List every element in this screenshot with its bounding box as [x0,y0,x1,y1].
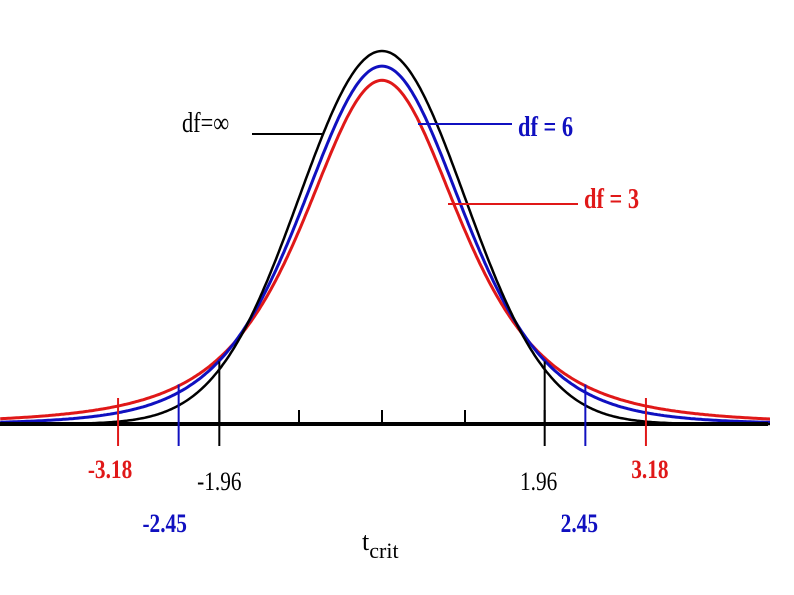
critical-label--2_45: -2.45 [142,510,186,538]
x-axis-label-sub: crit [369,538,398,563]
right-margin-band [770,0,794,595]
tick-marks [218,410,546,424]
legend-label-df-3: df = 3 [584,184,639,215]
legend-label-df-inf: df=∞ [182,108,229,139]
t-distribution-chart: -3.18-2.45-1.96 1.962.453.18 df=∞ df = 6df… [0,49,770,563]
curves-layer [0,49,770,426]
series-line-df-inf [0,49,770,426]
legend: df=∞ df = 6 df = 3 [182,108,639,215]
critical-label-1_96: 1.96 [520,468,557,496]
critical-label--1_96: -1.96 [197,468,241,496]
critical-label-3_18: 3.18 [631,456,668,484]
critical-label-2_45: 2.45 [561,510,598,538]
critical-value-markers: -3.18 -2.45 -1.96 1.962.45 3.18 [88,361,669,539]
critical-label--3_18: -3.18 [88,456,132,484]
series-line-df-3 [0,78,770,421]
x-axis-label-main: t [362,527,370,556]
legend-label-df-6: df = 6 [518,112,573,143]
x-axis-label: tcrit [362,527,399,563]
series-line-df-6 [0,64,770,424]
